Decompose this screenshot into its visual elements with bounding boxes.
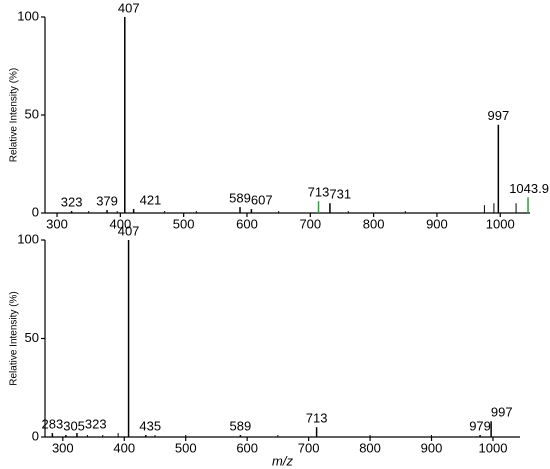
x-tick-label: 500 [175,440,197,455]
peak-label: 305 [63,418,85,433]
peak-label: 997 [487,108,509,123]
y-tick-label: 100 [17,8,39,23]
x-tick-label: 700 [299,216,321,231]
peak-label: 407 [118,0,140,15]
y-tick-label: 100 [17,231,39,246]
peak-label: 1043.9 [509,181,549,196]
peak-label: 979 [469,418,491,433]
y-axis-title: Relative Intensity (%) [9,291,20,385]
peak-label: 997 [491,405,513,420]
peak-label: 283 [42,416,64,431]
peak-label: 589 [230,418,252,433]
y-tick-label: 50 [25,330,39,345]
peak-label: 421 [140,193,162,208]
x-tick-label: 800 [359,440,381,455]
peak-label: 731 [329,187,351,202]
peak-label: 323 [85,416,107,431]
x-tick-label: 700 [298,440,320,455]
x-tick-label: 900 [426,216,448,231]
peak-label: 435 [139,418,161,433]
y-tick-label: 0 [32,428,39,443]
x-tick-label: 1000 [486,216,515,231]
x-tick-label: 300 [52,440,74,455]
x-tick-label: 300 [46,216,68,231]
peak-label: 713 [308,185,330,200]
x-tick-label: 800 [363,216,385,231]
peak-label: 607 [251,193,273,208]
peak-label: 323 [61,194,83,209]
x-tick-label: 1000 [479,440,508,455]
peak-label: 407 [118,223,140,238]
x-tick-label: 400 [113,440,135,455]
x-tick-label: 600 [236,216,258,231]
y-tick-label: 50 [25,106,39,121]
y-tick-label: 0 [32,204,39,219]
x-tick-label: 900 [421,440,443,455]
y-axis-title: Relative Intensity (%) [9,68,20,162]
x-axis-title: m/z [272,453,293,468]
x-tick-label: 500 [173,216,195,231]
peak-label: 379 [96,193,118,208]
x-tick-label: 600 [236,440,258,455]
x-tick-label: 400 [109,216,131,231]
peak-label: 713 [306,411,328,426]
peak-label: 589 [229,191,251,206]
